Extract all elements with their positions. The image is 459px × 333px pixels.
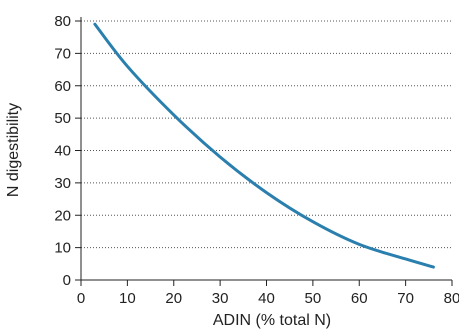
y-tick-label-50: 50 (54, 110, 71, 127)
y-tick-label-40: 40 (54, 143, 71, 160)
y-tick-label-20: 20 (54, 207, 71, 224)
y-tick-label-80: 80 (54, 13, 71, 30)
y-axis-label: N digestibility (5, 103, 22, 197)
x-tick-label-10: 10 (119, 290, 136, 307)
x-tick-label-50: 50 (305, 290, 322, 307)
gridlines (81, 20, 452, 249)
x-tick-label-0: 0 (77, 290, 85, 307)
x-axis-label: ADIN (% total N) (213, 312, 331, 329)
x-tick-label-60: 60 (351, 290, 368, 307)
y-tick-label-0: 0 (63, 272, 71, 289)
series-layer (93, 22, 435, 269)
x-tick-label-40: 40 (258, 290, 275, 307)
y-tick-label-10: 10 (54, 240, 71, 257)
x-tick-label-20: 20 (165, 290, 182, 307)
y-tick-label-60: 60 (54, 78, 71, 95)
x-tick-label-70: 70 (397, 290, 414, 307)
y-tick-label-30: 30 (54, 175, 71, 192)
tick-labels: 0 10 20 30 40 50 60 70 80 0 10 20 30 40 50 60 70 80 (54, 13, 459, 307)
series-line-0 (93, 22, 435, 269)
x-tick-label-80: 80 (444, 290, 459, 307)
y-tick-label-70: 70 (54, 45, 71, 62)
axes (75, 17, 453, 286)
x-tick-label-30: 30 (212, 290, 229, 307)
